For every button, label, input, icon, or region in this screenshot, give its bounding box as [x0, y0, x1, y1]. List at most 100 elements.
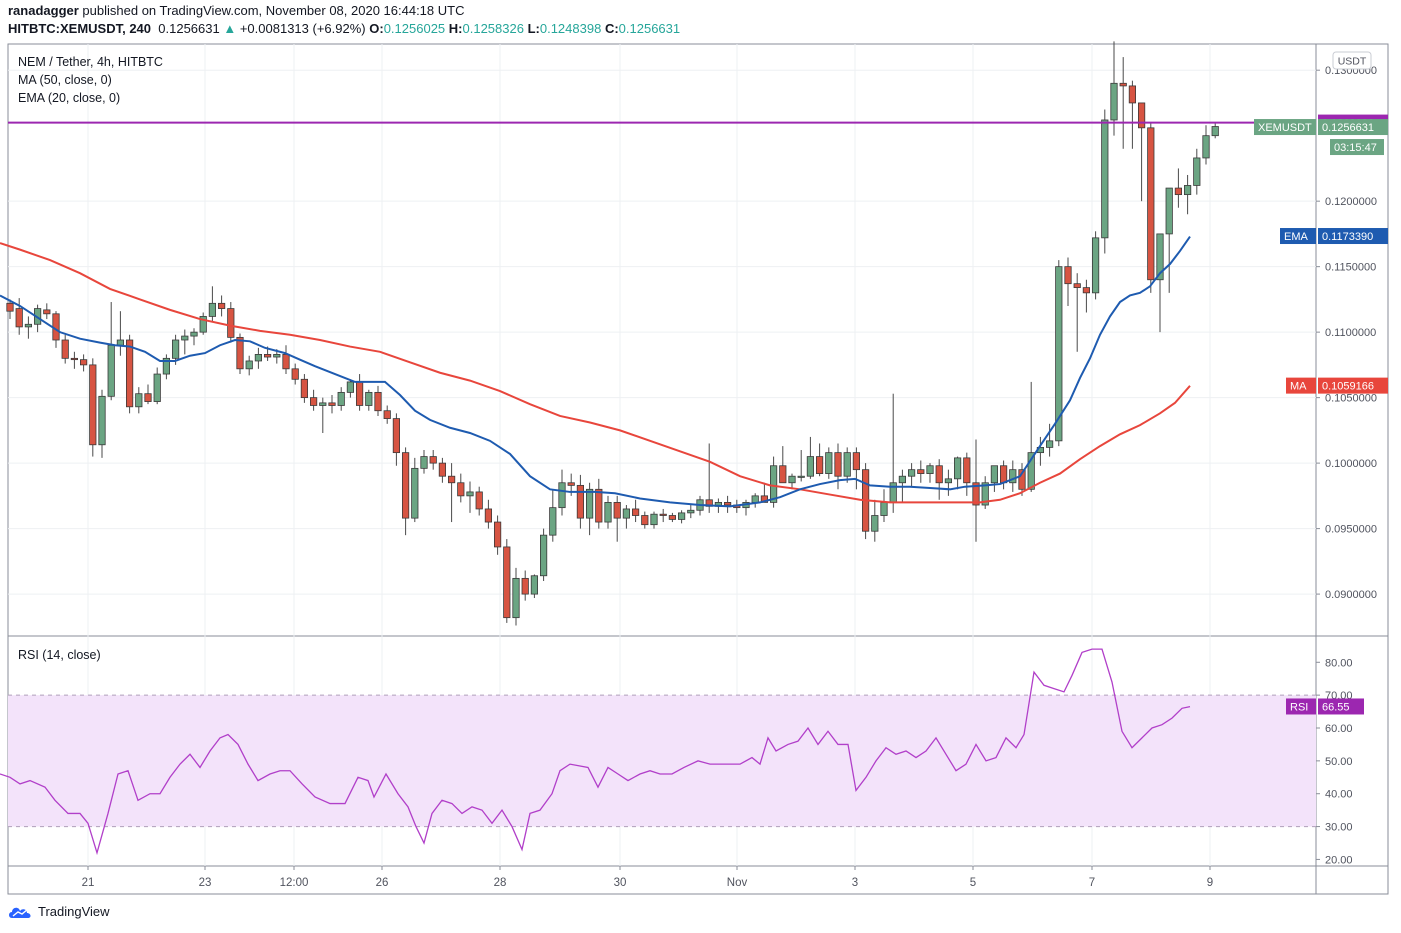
- candle-body: [1110, 82, 1118, 121]
- candle-body: [724, 502, 732, 506]
- candle-body: [1073, 283, 1081, 289]
- candle-body: [89, 364, 97, 446]
- candle-body: [374, 391, 382, 412]
- candle-body: [521, 577, 529, 595]
- axis-ticks: 0.0900000 0.0950000 0.1000000 0.1050000 0.11…: [82, 65, 1377, 889]
- time-tick-label: 21: [82, 877, 95, 889]
- candle-body: [401, 452, 410, 519]
- candle-body: [1193, 157, 1201, 186]
- usdt-badge[interactable]: USDT: [1332, 51, 1372, 70]
- candle-body: [935, 465, 943, 484]
- candle-body: [1055, 266, 1063, 442]
- candle-body: [1092, 237, 1100, 294]
- candle-body: [438, 462, 447, 477]
- time-tick-label: 9: [1207, 877, 1213, 889]
- rsi-tag: RSI: [1290, 701, 1308, 713]
- brand-name: TradingView: [38, 904, 110, 919]
- candle-body: [466, 491, 474, 497]
- ema-price-label: 0.1173390: [1322, 231, 1373, 243]
- price-labels: 0.1260000XEMUSDT0.125663103:15:47EMA0.11…: [1254, 114, 1388, 715]
- close-value: 0.1256631: [618, 21, 681, 36]
- candle-body: [503, 546, 511, 619]
- rsi-tick-label: 40.00: [1325, 789, 1353, 801]
- open-label: O:: [369, 21, 384, 36]
- candle-body: [126, 339, 134, 408]
- last-price: 0.1256631: [158, 21, 220, 36]
- symbol-tag-bg: [1254, 119, 1316, 136]
- candle-body: [604, 502, 612, 523]
- candle-body: [926, 465, 934, 474]
- candle-body: [567, 482, 575, 486]
- high-label: H:: [448, 21, 463, 36]
- candle-body: [254, 354, 262, 362]
- candle-body: [208, 302, 216, 317]
- candle-body: [1046, 440, 1054, 448]
- price-tick-label: 0.1100000: [1325, 327, 1376, 339]
- candle-body: [1202, 135, 1210, 159]
- ma-price-label-bg: [1318, 377, 1388, 394]
- countdown-label-bg: [1330, 139, 1384, 156]
- candle-body: [457, 482, 465, 497]
- candle-body: [1000, 465, 1008, 484]
- candle-body: [365, 391, 373, 406]
- footer-brand[interactable]: TradingView: [8, 904, 110, 919]
- candle-body: [236, 336, 244, 370]
- candle-body: [70, 357, 78, 361]
- price-tick-label: 0.0900000: [1325, 589, 1377, 601]
- candle-body: [797, 475, 805, 478]
- candle-body: [954, 457, 962, 480]
- ma-tag-bg: [1286, 377, 1316, 394]
- candle-body: [641, 515, 649, 526]
- candle-body: [153, 373, 161, 402]
- legend-ema[interactable]: EMA (20, close, 0): [18, 91, 120, 105]
- candle-body: [98, 395, 106, 446]
- candle-body: [171, 339, 180, 359]
- ohlc-line: HITBTC:XEMUSDT, 240 0.1256631 ▲ +0.00813…: [8, 21, 680, 36]
- legend-title[interactable]: NEM / Tether, 4h, HITBTC: [18, 55, 163, 69]
- candle-body: [116, 339, 124, 346]
- candle-body: [852, 452, 861, 471]
- candle-body: [383, 410, 391, 419]
- ema20-line: [0, 235, 1191, 508]
- rsi-line: [0, 648, 1191, 856]
- candle-body: [420, 456, 428, 469]
- candle-body: [1082, 287, 1090, 294]
- candle-body: [788, 475, 796, 484]
- candle-body: [309, 397, 318, 406]
- candle-body: [613, 502, 621, 519]
- low-label: L:: [527, 21, 540, 36]
- candle-body: [484, 508, 493, 523]
- last-price-label: 0.1256631: [1322, 122, 1374, 134]
- price-tick-label: 0.1200000: [1325, 196, 1377, 208]
- candle-body: [190, 331, 198, 337]
- legend-ma[interactable]: MA (50, close, 0): [18, 73, 112, 87]
- high-value: 0.1258326: [462, 21, 524, 36]
- time-tick-label: 30: [614, 877, 627, 889]
- time-tick-label: Nov: [727, 877, 748, 889]
- candle-body: [880, 502, 888, 516]
- time-tick-label: 12:00: [280, 877, 309, 889]
- chart-frame: [7, 43, 1389, 895]
- candle-body: [770, 465, 778, 503]
- time-tick-label: 3: [852, 877, 858, 889]
- candle-body: [273, 354, 281, 358]
- candle-body: [530, 575, 539, 595]
- candle-body: [659, 513, 667, 516]
- candle-body: [558, 482, 566, 509]
- candle-body: [871, 515, 879, 532]
- price-tick-label: 0.1000000: [1325, 458, 1377, 470]
- candle-body: [475, 491, 483, 510]
- candle-body: [282, 354, 290, 370]
- currency-unit: USDT: [1338, 56, 1367, 68]
- candle-body: [429, 456, 437, 464]
- legend-rsi[interactable]: RSI (14, close): [18, 648, 101, 662]
- candle-body: [411, 467, 419, 519]
- time-tick-label: 5: [970, 877, 976, 889]
- candle-body: [1165, 187, 1173, 235]
- ma-tag: MA: [1290, 381, 1307, 393]
- author-name[interactable]: ranadagger: [8, 3, 79, 18]
- rsi-value-label-bg: [1318, 698, 1364, 715]
- candle-body: [908, 469, 916, 477]
- candle-body: [825, 452, 833, 474]
